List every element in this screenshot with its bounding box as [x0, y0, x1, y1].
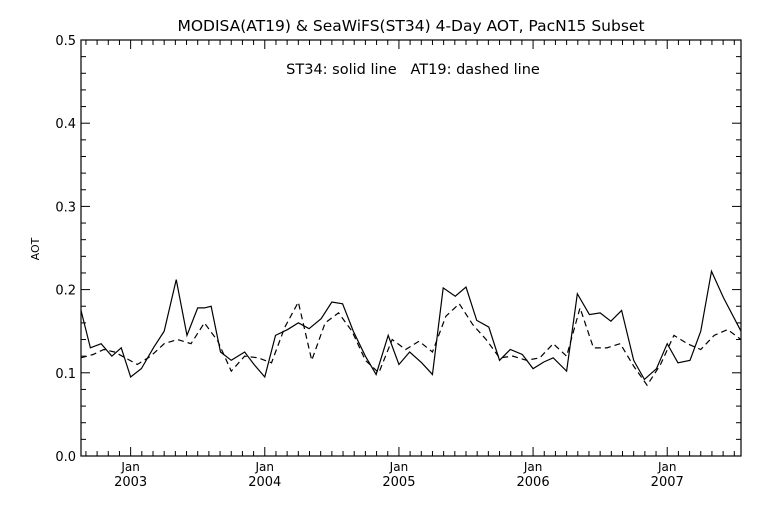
y-tick-label: 0.2: [55, 284, 76, 299]
plot-frame: [80, 39, 742, 457]
series-group: [80, 269, 742, 387]
x-tick-year-label: 2004: [248, 475, 281, 490]
axes-group: 0.00.10.20.30.40.5Jan2003Jan2004Jan2005J…: [55, 34, 741, 490]
series-line-st34: [80, 269, 742, 381]
x-tick-month-label: Jan: [255, 460, 275, 474]
y-tick-label: 0.0: [55, 450, 76, 465]
x-tick-year-label: 2006: [517, 475, 550, 490]
x-tick-year-label: 2007: [651, 475, 684, 490]
y-axis-label: AOT: [29, 237, 42, 260]
x-tick-month-label: Jan: [523, 460, 543, 474]
chart-title: MODISA(AT19) & SeaWiFS(ST34) 4-Day AOT, …: [177, 17, 644, 35]
x-tick-month-label: Jan: [657, 460, 677, 474]
y-tick-label: 0.5: [55, 34, 76, 49]
y-tick-label: 0.3: [55, 200, 76, 215]
x-tick-year-label: 2003: [114, 475, 147, 490]
x-tick-month-label: Jan: [120, 460, 140, 474]
y-tick-label: 0.1: [55, 367, 76, 382]
series-line-at19: [80, 300, 742, 387]
chart-annotation: ST34: solid line AT19: dashed line: [286, 62, 540, 78]
x-tick-month-label: Jan: [389, 460, 409, 474]
x-tick-year-label: 2005: [382, 475, 415, 490]
y-tick-label: 0.4: [55, 117, 76, 132]
